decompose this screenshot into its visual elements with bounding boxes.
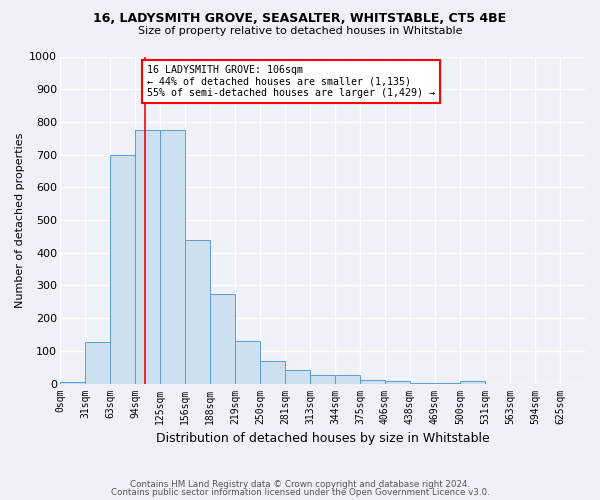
Bar: [435, 383, 460, 384]
Bar: [160, 130, 185, 384]
Text: Contains HM Land Registry data © Crown copyright and database right 2024.: Contains HM Land Registry data © Crown c…: [130, 480, 470, 489]
Text: Contains public sector information licensed under the Open Government Licence v3: Contains public sector information licen…: [110, 488, 490, 497]
Bar: [235, 341, 260, 384]
Bar: [410, 383, 435, 384]
X-axis label: Distribution of detached houses by size in Whitstable: Distribution of detached houses by size …: [155, 432, 490, 445]
Text: Size of property relative to detached houses in Whitstable: Size of property relative to detached ho…: [138, 26, 462, 36]
Bar: [260, 360, 285, 384]
Bar: [285, 370, 310, 384]
Bar: [110, 154, 135, 384]
Bar: [310, 376, 335, 384]
Text: 16, LADYSMITH GROVE, SEASALTER, WHITSTABLE, CT5 4BE: 16, LADYSMITH GROVE, SEASALTER, WHITSTAB…: [94, 12, 506, 26]
Bar: [135, 130, 160, 384]
Y-axis label: Number of detached properties: Number of detached properties: [15, 132, 25, 308]
Bar: [360, 380, 385, 384]
Bar: [335, 376, 360, 384]
Bar: [185, 240, 210, 384]
Bar: [210, 294, 235, 384]
Text: 16 LADYSMITH GROVE: 106sqm
← 44% of detached houses are smaller (1,135)
55% of s: 16 LADYSMITH GROVE: 106sqm ← 44% of deta…: [147, 64, 435, 98]
Bar: [460, 381, 485, 384]
Bar: [60, 382, 85, 384]
Bar: [385, 381, 410, 384]
Bar: [85, 342, 110, 384]
